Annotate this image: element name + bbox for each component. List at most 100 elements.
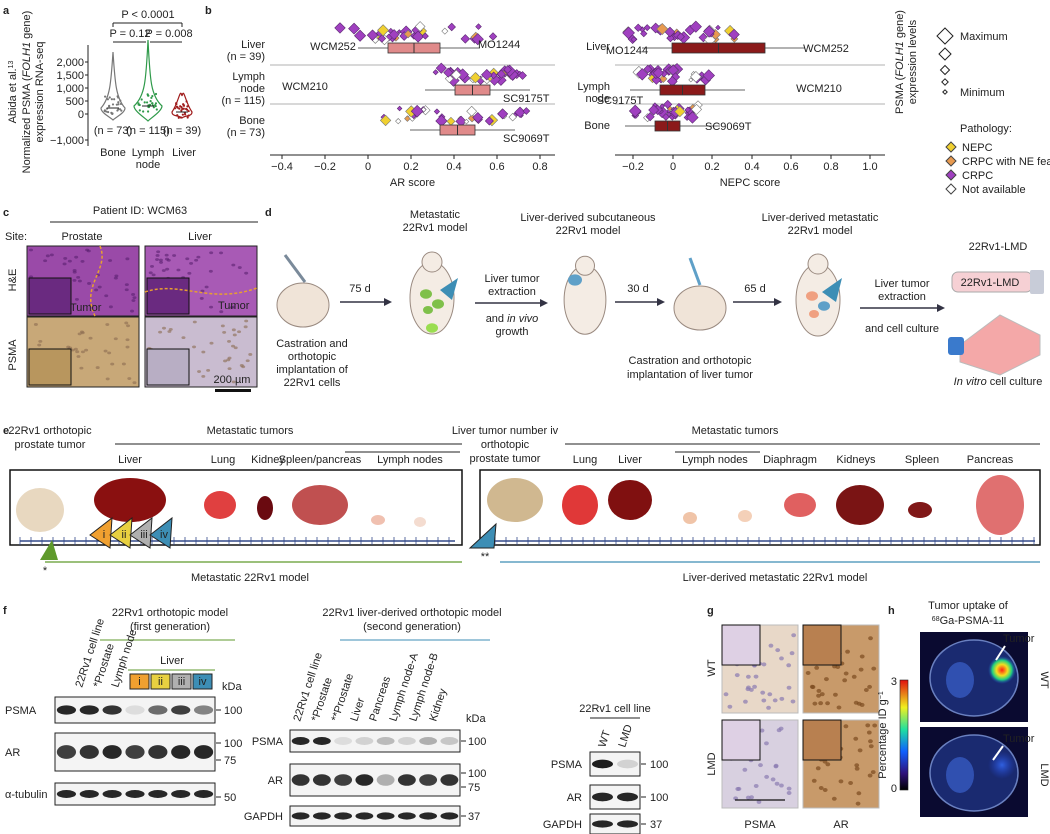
size-key [936,27,954,45]
nucleus [105,377,110,381]
x-tick-label: 0 [670,161,676,173]
sample-diamond [648,104,660,116]
organ [423,306,433,314]
blot [289,805,461,827]
title: 68Ga-PSMA-11 [932,615,1004,627]
nucleus [756,799,762,804]
nucleus [819,692,825,697]
band [376,812,395,820]
lane-label: ii [158,676,163,688]
panel-letter: a [3,5,10,17]
nucleus [167,330,172,333]
organ-label: Kidneys [836,454,876,466]
row-label: LMD [1038,763,1050,786]
band [397,737,416,745]
nucleus [73,347,78,351]
nucleus [164,253,169,257]
y-tick-label: −1,000 [50,135,84,147]
arrow-head [657,298,665,306]
nucleus [733,796,739,801]
nucleus [848,780,854,785]
x-tick-label: −0.4 [271,161,293,173]
nucleus [232,333,237,337]
nucleus [74,297,79,301]
sample-diamond [469,72,482,84]
model-title: Metastatic [410,209,461,221]
nucleus [227,339,232,343]
mouse-head [575,255,595,276]
row-label: PSMA [5,705,37,717]
nucleus [197,370,202,373]
sample-label: SC9069T [503,133,550,145]
title: Tumor uptake of [928,600,1009,612]
kda-label: 100 [224,705,242,717]
row-label: Liver [586,41,610,53]
annotation: * [43,565,48,577]
nucleus [84,348,89,352]
step-text: In vitro cell culture [954,376,1043,388]
x-tick-label: 0.2 [704,161,719,173]
step-text: Liver tumor [874,278,929,290]
nucleus [825,701,830,706]
nucleus [859,654,865,659]
row-label: Bone [239,115,265,127]
nucleus [836,705,842,710]
nucleus [76,275,81,279]
organ-label: Spleen/pancreas [279,454,362,466]
y-tick-label: 0 [78,109,84,121]
group-title: Metastatic tumors [692,425,779,437]
tumor-border [144,287,258,295]
band [291,774,310,786]
nucleus [831,796,837,801]
nucleus [76,355,81,358]
nucleus [863,688,869,693]
column-label: PSMA [744,819,776,831]
nucleus [108,305,113,309]
nucleus [121,362,126,366]
marker-triangle [109,516,133,549]
dot [151,94,154,98]
sample-diamond [396,105,403,112]
sample-diamond [659,103,665,109]
nucleus [764,774,770,779]
row-label: Liver [241,39,265,51]
row-label: GAPDH [543,819,582,831]
group-title: (first generation) [130,621,210,633]
sample-diamond [496,69,506,79]
nucleus [87,282,92,285]
nucleus [867,773,873,778]
dot [143,101,146,104]
sample-diamond [728,28,740,41]
band [79,790,99,798]
nucleus [80,350,85,354]
band [419,737,438,745]
band [56,745,77,759]
nucleus [239,364,244,367]
organ [420,289,432,299]
nucleus [72,278,77,282]
row-label: H&E [7,269,19,292]
nucleus [723,692,729,697]
nucleus [110,362,115,366]
kda-label: 75 [224,755,236,767]
nucleus [759,728,765,733]
duration: 30 d [627,283,648,295]
sample-diamond [377,24,390,37]
nucleus [758,763,763,768]
dot [117,103,120,106]
x-tick-label: −0.2 [622,161,644,173]
nucleus [158,330,163,334]
sample-diamond [666,33,675,43]
sample-label: SC9069T [705,121,752,133]
group-title: Liver tumor number iv [452,425,559,437]
band [79,745,99,759]
nucleus [243,325,248,329]
specimen [292,485,348,525]
band [102,705,122,715]
nucleus [786,786,792,791]
inset [28,348,72,386]
dot [146,94,150,97]
nucleus [859,702,865,707]
nucleus [124,288,129,292]
dot [108,96,111,99]
